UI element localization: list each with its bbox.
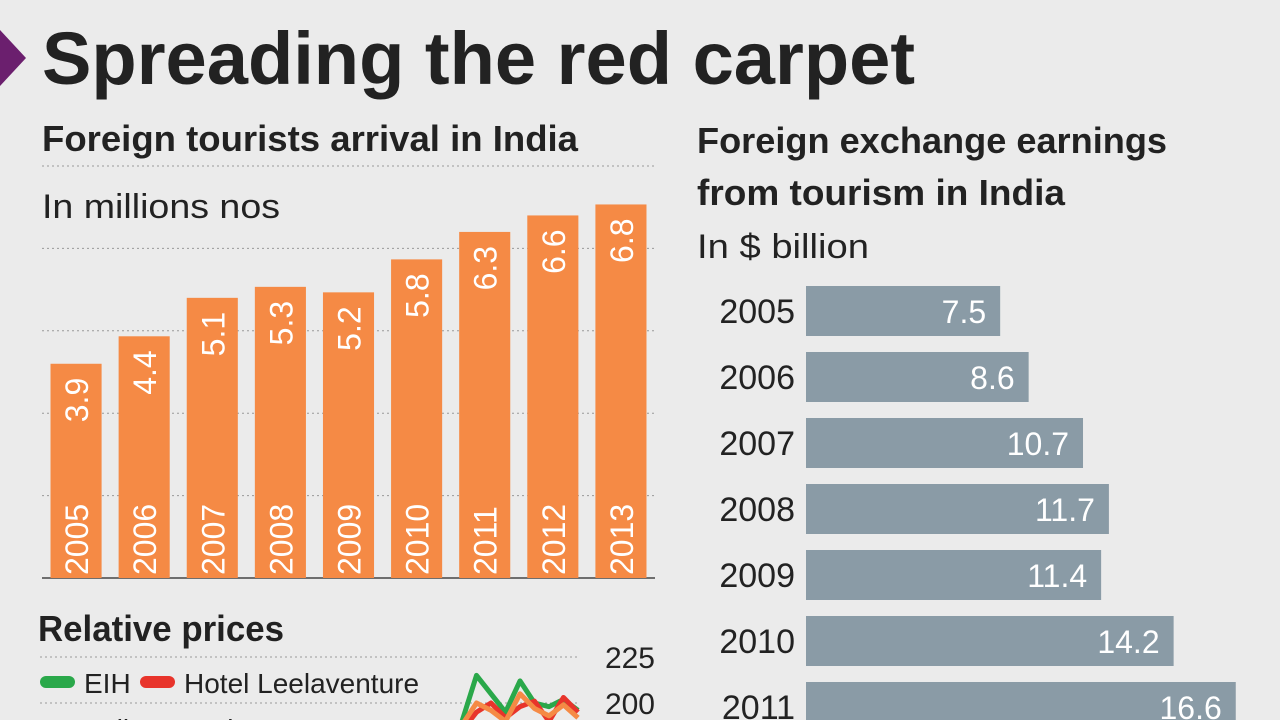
- x-tick-label: 2008: [263, 504, 299, 575]
- y-tick-label: 2006: [719, 359, 795, 397]
- bar: [806, 550, 1102, 600]
- bar: [527, 215, 579, 578]
- legend-label: EIH: [84, 668, 131, 699]
- y-tick-label: 2005: [719, 293, 795, 331]
- chart-title: Relative prices: [38, 608, 284, 649]
- main-title: Spreading the red carpet: [42, 17, 915, 100]
- bar: [595, 204, 647, 578]
- value-label: 5.2: [332, 306, 368, 350]
- x-tick-label: 2012: [536, 504, 572, 575]
- y-tick-label: 225: [605, 642, 655, 675]
- x-tick-label: 2005: [59, 504, 95, 575]
- x-tick-label: 2013: [604, 504, 640, 575]
- y-tick-label: 2007: [719, 425, 795, 463]
- value-label: 3.9: [59, 378, 95, 422]
- chart-title: Foreign exchange earnings: [697, 120, 1167, 161]
- value-label: 11.4: [1027, 558, 1087, 594]
- bar: [806, 484, 1109, 534]
- line: [462, 691, 580, 720]
- y-tick-label: 200: [605, 688, 655, 720]
- y-tick-label: 2008: [719, 491, 795, 529]
- y-tick-label: 2011: [722, 689, 795, 720]
- x-tick-label: 2007: [195, 504, 231, 575]
- value-label: 10.7: [1007, 426, 1069, 462]
- bar: [254, 286, 306, 578]
- bar: [391, 259, 443, 578]
- value-label: 5.8: [400, 273, 436, 317]
- x-tick-label: 2009: [332, 504, 368, 575]
- value-label: 4.4: [127, 350, 163, 394]
- legend-label: Hotel Leelaventure: [184, 668, 419, 699]
- value-label: 6.3: [468, 246, 504, 290]
- bar: [118, 336, 170, 578]
- bar: [459, 231, 511, 579]
- value-label: 6.8: [604, 218, 640, 262]
- bar: [806, 352, 1029, 402]
- value-label: 7.5: [942, 294, 986, 330]
- value-label: 5.3: [263, 301, 299, 345]
- chart-subtitle: In millions nos: [42, 188, 280, 226]
- title-marker: [0, 30, 26, 86]
- bar: [322, 292, 375, 578]
- bar: [806, 616, 1174, 666]
- bar: [806, 682, 1236, 720]
- x-tick-label: 2006: [127, 504, 163, 575]
- bar: [186, 297, 238, 578]
- value-label: 6.6: [536, 229, 572, 273]
- chart-subtitle: In $ billion: [697, 228, 869, 266]
- x-tick-label: 2010: [400, 504, 436, 575]
- legend-label: Indian Hotels: [84, 714, 247, 720]
- legend-swatch: [140, 676, 175, 688]
- chart-title: from tourism in India: [697, 172, 1066, 213]
- bar: [806, 286, 1001, 336]
- value-label: 5.1: [195, 312, 231, 356]
- y-tick-label: 2009: [719, 557, 795, 595]
- value-label: 11.7: [1035, 492, 1095, 528]
- value-label: 16.6: [1159, 690, 1221, 720]
- bar: [806, 418, 1084, 468]
- bar: [50, 363, 102, 578]
- x-tick-label: 2011: [468, 506, 504, 575]
- y-tick-label: 2010: [719, 623, 795, 661]
- chart-title: Foreign tourists arrival in India: [42, 118, 579, 159]
- legend-swatch: [40, 676, 75, 688]
- value-label: 8.6: [970, 360, 1014, 396]
- value-label: 14.2: [1097, 624, 1159, 660]
